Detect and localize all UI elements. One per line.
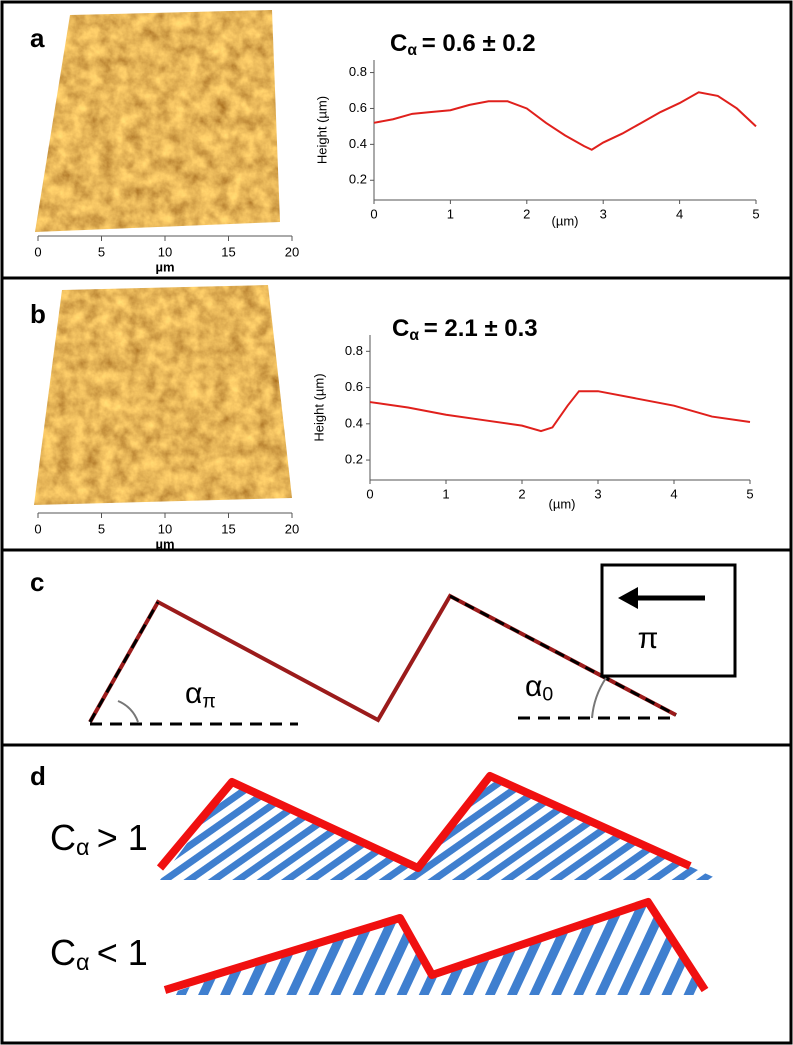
text-part: C (50, 932, 76, 973)
subscript: π (202, 691, 215, 713)
case-label: Cα > 1 (50, 817, 148, 861)
image-tick-label: 0 (34, 244, 41, 259)
text-part: > 1 (97, 817, 148, 858)
y-tick-label: 0.6 (349, 100, 367, 115)
image-unit: µm (155, 259, 174, 274)
y-tick-label: 0.8 (345, 343, 363, 358)
y-tick-label: 0.6 (345, 379, 363, 394)
image-tick-label: 10 (158, 521, 172, 536)
panel-label: a (30, 23, 45, 53)
image-unit: µm (155, 536, 174, 551)
panel-label: d (30, 761, 46, 791)
profile-line (369, 390, 751, 433)
annotation: Cα = 0.6 ± 0.2 (390, 30, 536, 59)
panel-label: c (30, 567, 44, 597)
subscript: α (407, 42, 417, 59)
x-tick-label: 5 (746, 486, 753, 501)
image-tick-label: 10 (158, 244, 172, 259)
x-tick-label: 0 (370, 206, 377, 221)
image-tick-label: 5 (98, 521, 105, 536)
x-tick-label: 4 (676, 206, 683, 221)
x-tick-label: 0 (366, 486, 373, 501)
angle-label: απ (185, 677, 216, 713)
y-axis-label: Height (µm) (311, 373, 326, 441)
y-axis-label: Height (µm) (314, 96, 329, 164)
image-tick-label: 20 (285, 244, 299, 259)
text-part: = 2.1 ± 0.3 (424, 315, 538, 342)
x-tick-label: 3 (594, 486, 601, 501)
subscript: α (76, 949, 90, 975)
y-tick-label: 0.2 (345, 452, 363, 467)
x-tick-label: 2 (523, 206, 530, 221)
image-tick-label: 20 (285, 521, 299, 536)
image-tick-label: 15 (221, 521, 235, 536)
text-part: C (390, 30, 407, 57)
text-part: α (525, 670, 542, 703)
text-part: C (50, 817, 76, 858)
text-part: < 1 (97, 932, 148, 973)
y-tick-label: 0.8 (349, 64, 367, 79)
text-part: C (392, 315, 409, 342)
direction-label: π (638, 622, 659, 655)
case-label: Cα < 1 (50, 932, 148, 976)
image-tick-label: 5 (98, 244, 105, 259)
y-tick-label: 0.4 (345, 415, 363, 430)
y-tick-label: 0.2 (349, 172, 367, 187)
image-tick-label: 15 (221, 244, 235, 259)
image-tick-label: 0 (34, 521, 41, 536)
text-part: = 0.6 ± 0.2 (422, 30, 536, 57)
hatched-profiles (156, 772, 720, 995)
x-axis-label: (µm) (552, 213, 579, 228)
sawtooth-diagram (88, 563, 737, 726)
x-tick-label: 4 (670, 486, 677, 501)
x-tick-label: 2 (518, 486, 525, 501)
text-part: α (185, 677, 202, 710)
x-axis-label: (µm) (549, 496, 576, 511)
panel-label: b (30, 299, 46, 329)
profile-line (373, 91, 757, 151)
afm-image (35, 10, 280, 232)
subscript: α (76, 834, 90, 860)
x-tick-label: 5 (752, 206, 759, 221)
angle-label: α0 (525, 670, 553, 706)
x-tick-label: 1 (442, 486, 449, 501)
afm-image (34, 285, 292, 505)
annotation: Cα = 2.1 ± 0.3 (392, 315, 538, 344)
subscript: α (409, 327, 419, 344)
x-tick-label: 1 (447, 206, 454, 221)
y-tick-label: 0.4 (349, 136, 367, 151)
x-tick-label: 3 (600, 206, 607, 221)
subscript: 0 (542, 684, 553, 706)
